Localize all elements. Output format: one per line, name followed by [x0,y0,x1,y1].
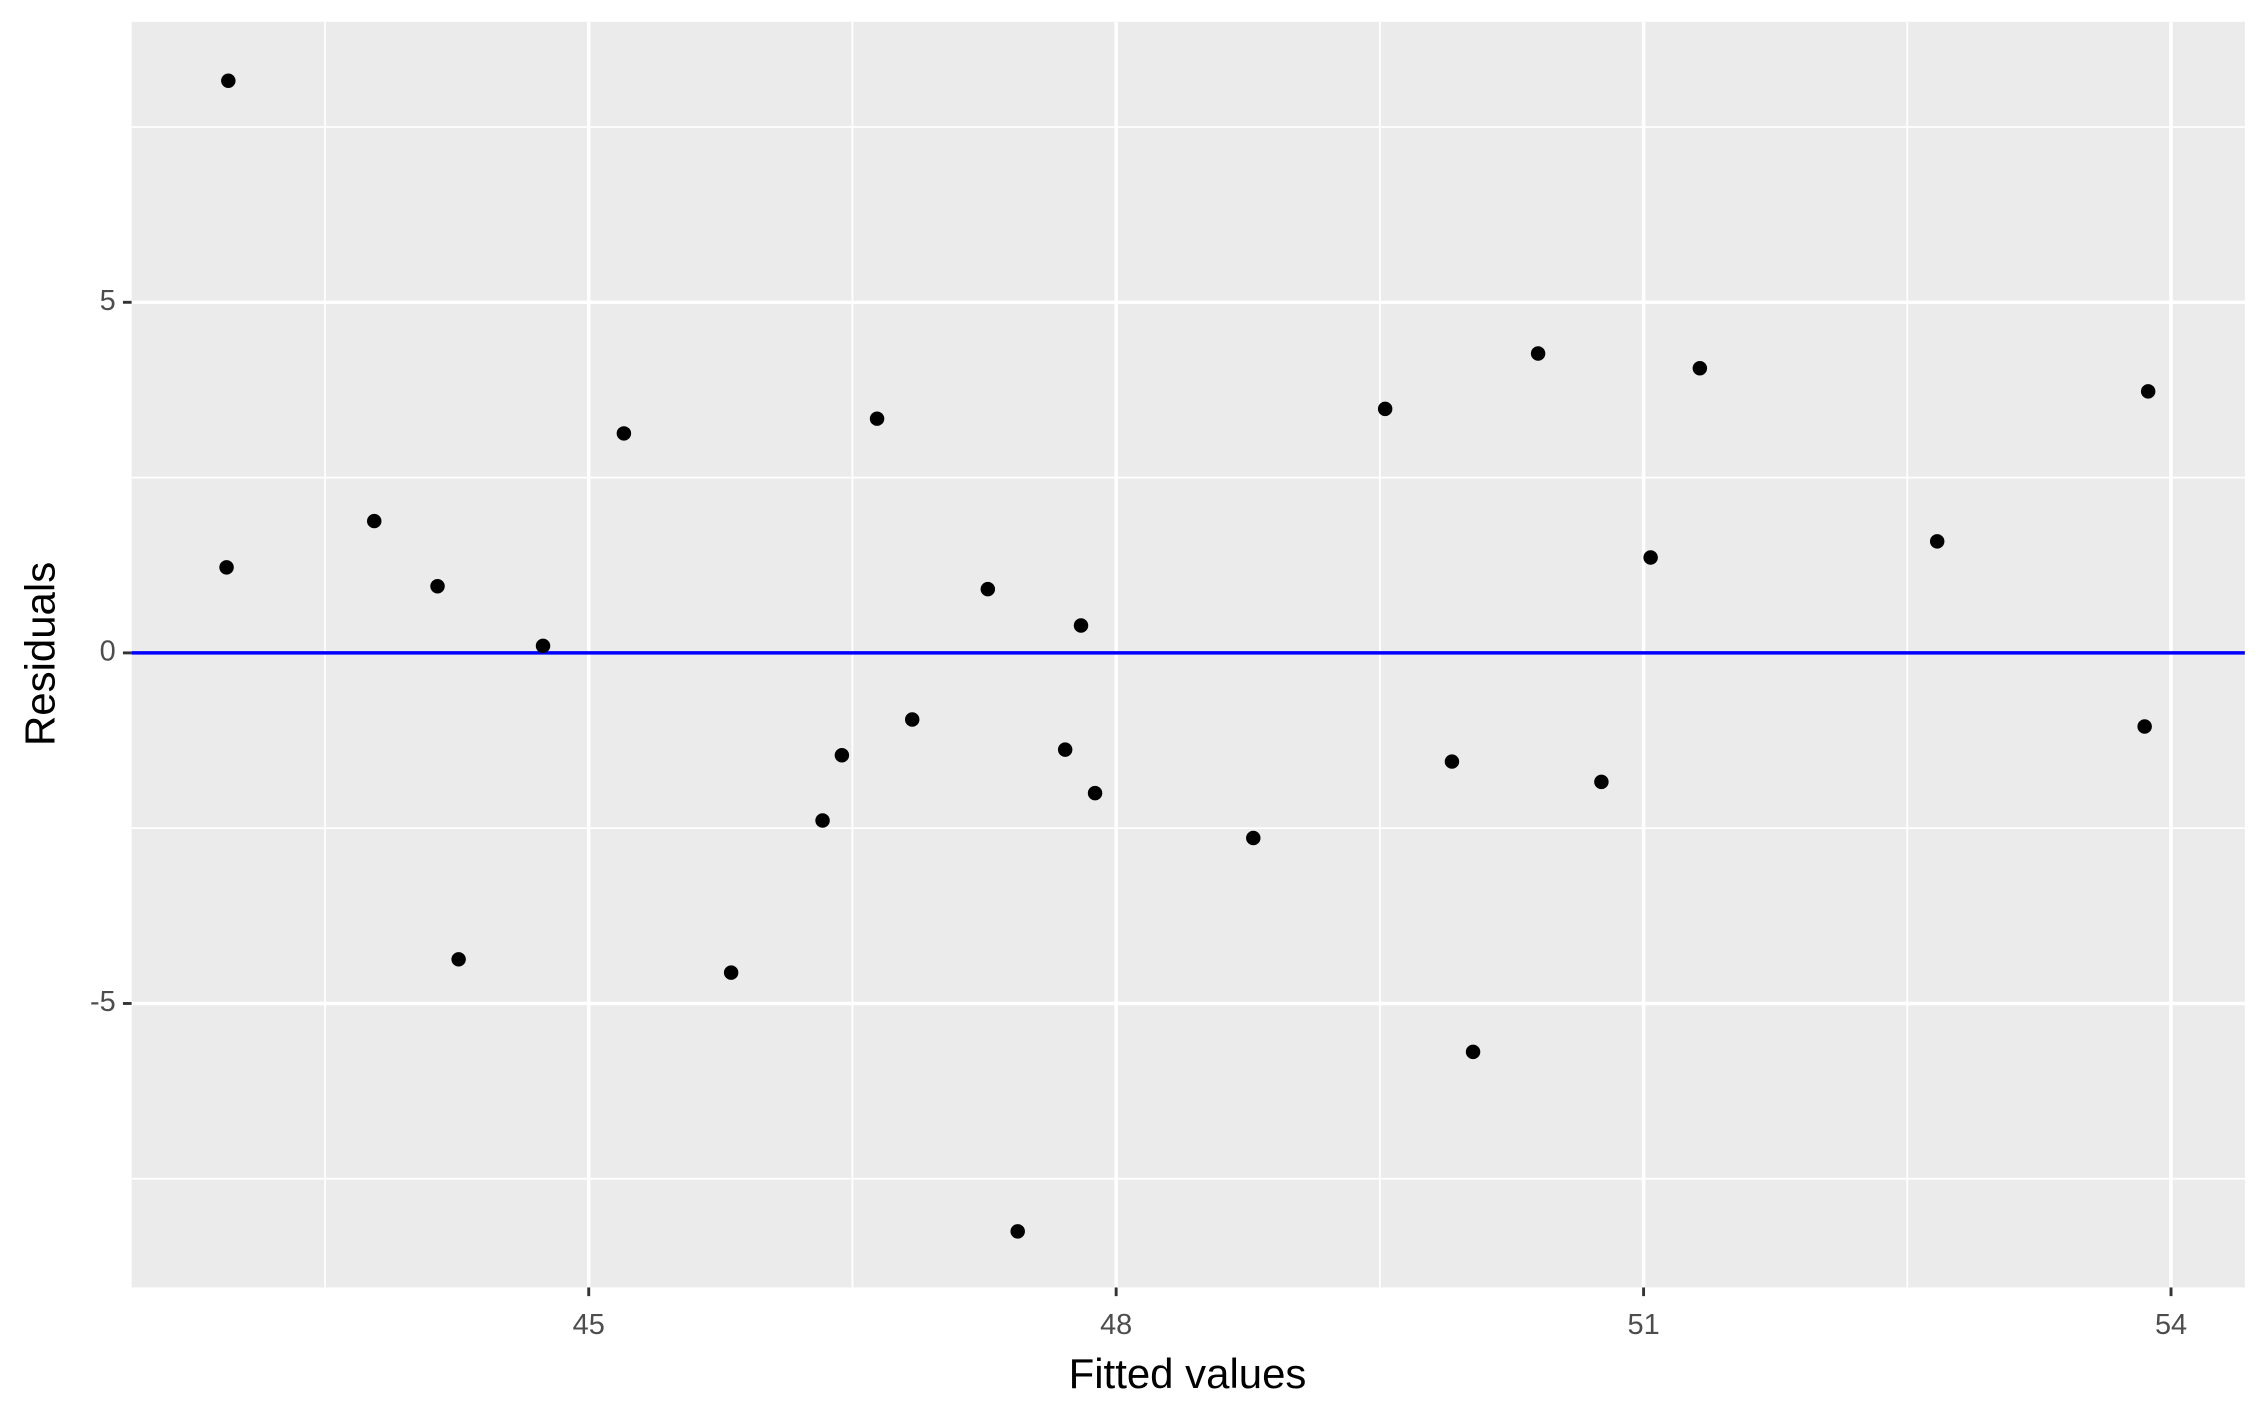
y-tick-label: 0 [100,636,116,668]
point [980,581,996,597]
point [1087,785,1103,801]
point [1643,550,1658,565]
point [219,560,234,575]
plot-panel [131,21,2245,1288]
point [2137,719,2152,734]
point [815,813,830,828]
point [1692,360,1708,376]
y-axis-title: Residuals [16,562,63,746]
point [1377,401,1393,417]
point [535,638,551,654]
point [221,73,236,88]
point [1530,346,1546,361]
y-tick-label: 5 [100,285,116,317]
x-tick-label: 51 [1628,1309,1660,1341]
point [1594,774,1609,790]
point [1465,1044,1481,1060]
point [451,952,466,967]
point [1444,754,1460,769]
point [723,965,739,980]
point [1057,742,1073,757]
x-tick-label: 45 [573,1309,605,1341]
point [616,426,632,441]
point [1929,534,1945,549]
x-tick-label: 48 [1100,1309,1132,1341]
x-axis-title: Fitted values [1069,1350,1307,1397]
y-tick-label: -5 [90,986,116,1018]
point [904,712,920,727]
point [834,748,850,763]
x-tick-label: 54 [2155,1309,2187,1341]
point [869,411,885,426]
point [1246,830,1261,846]
point [367,513,382,529]
point [1073,618,1089,633]
point [430,579,445,594]
point [1010,1224,1025,1239]
point [2140,384,2156,399]
